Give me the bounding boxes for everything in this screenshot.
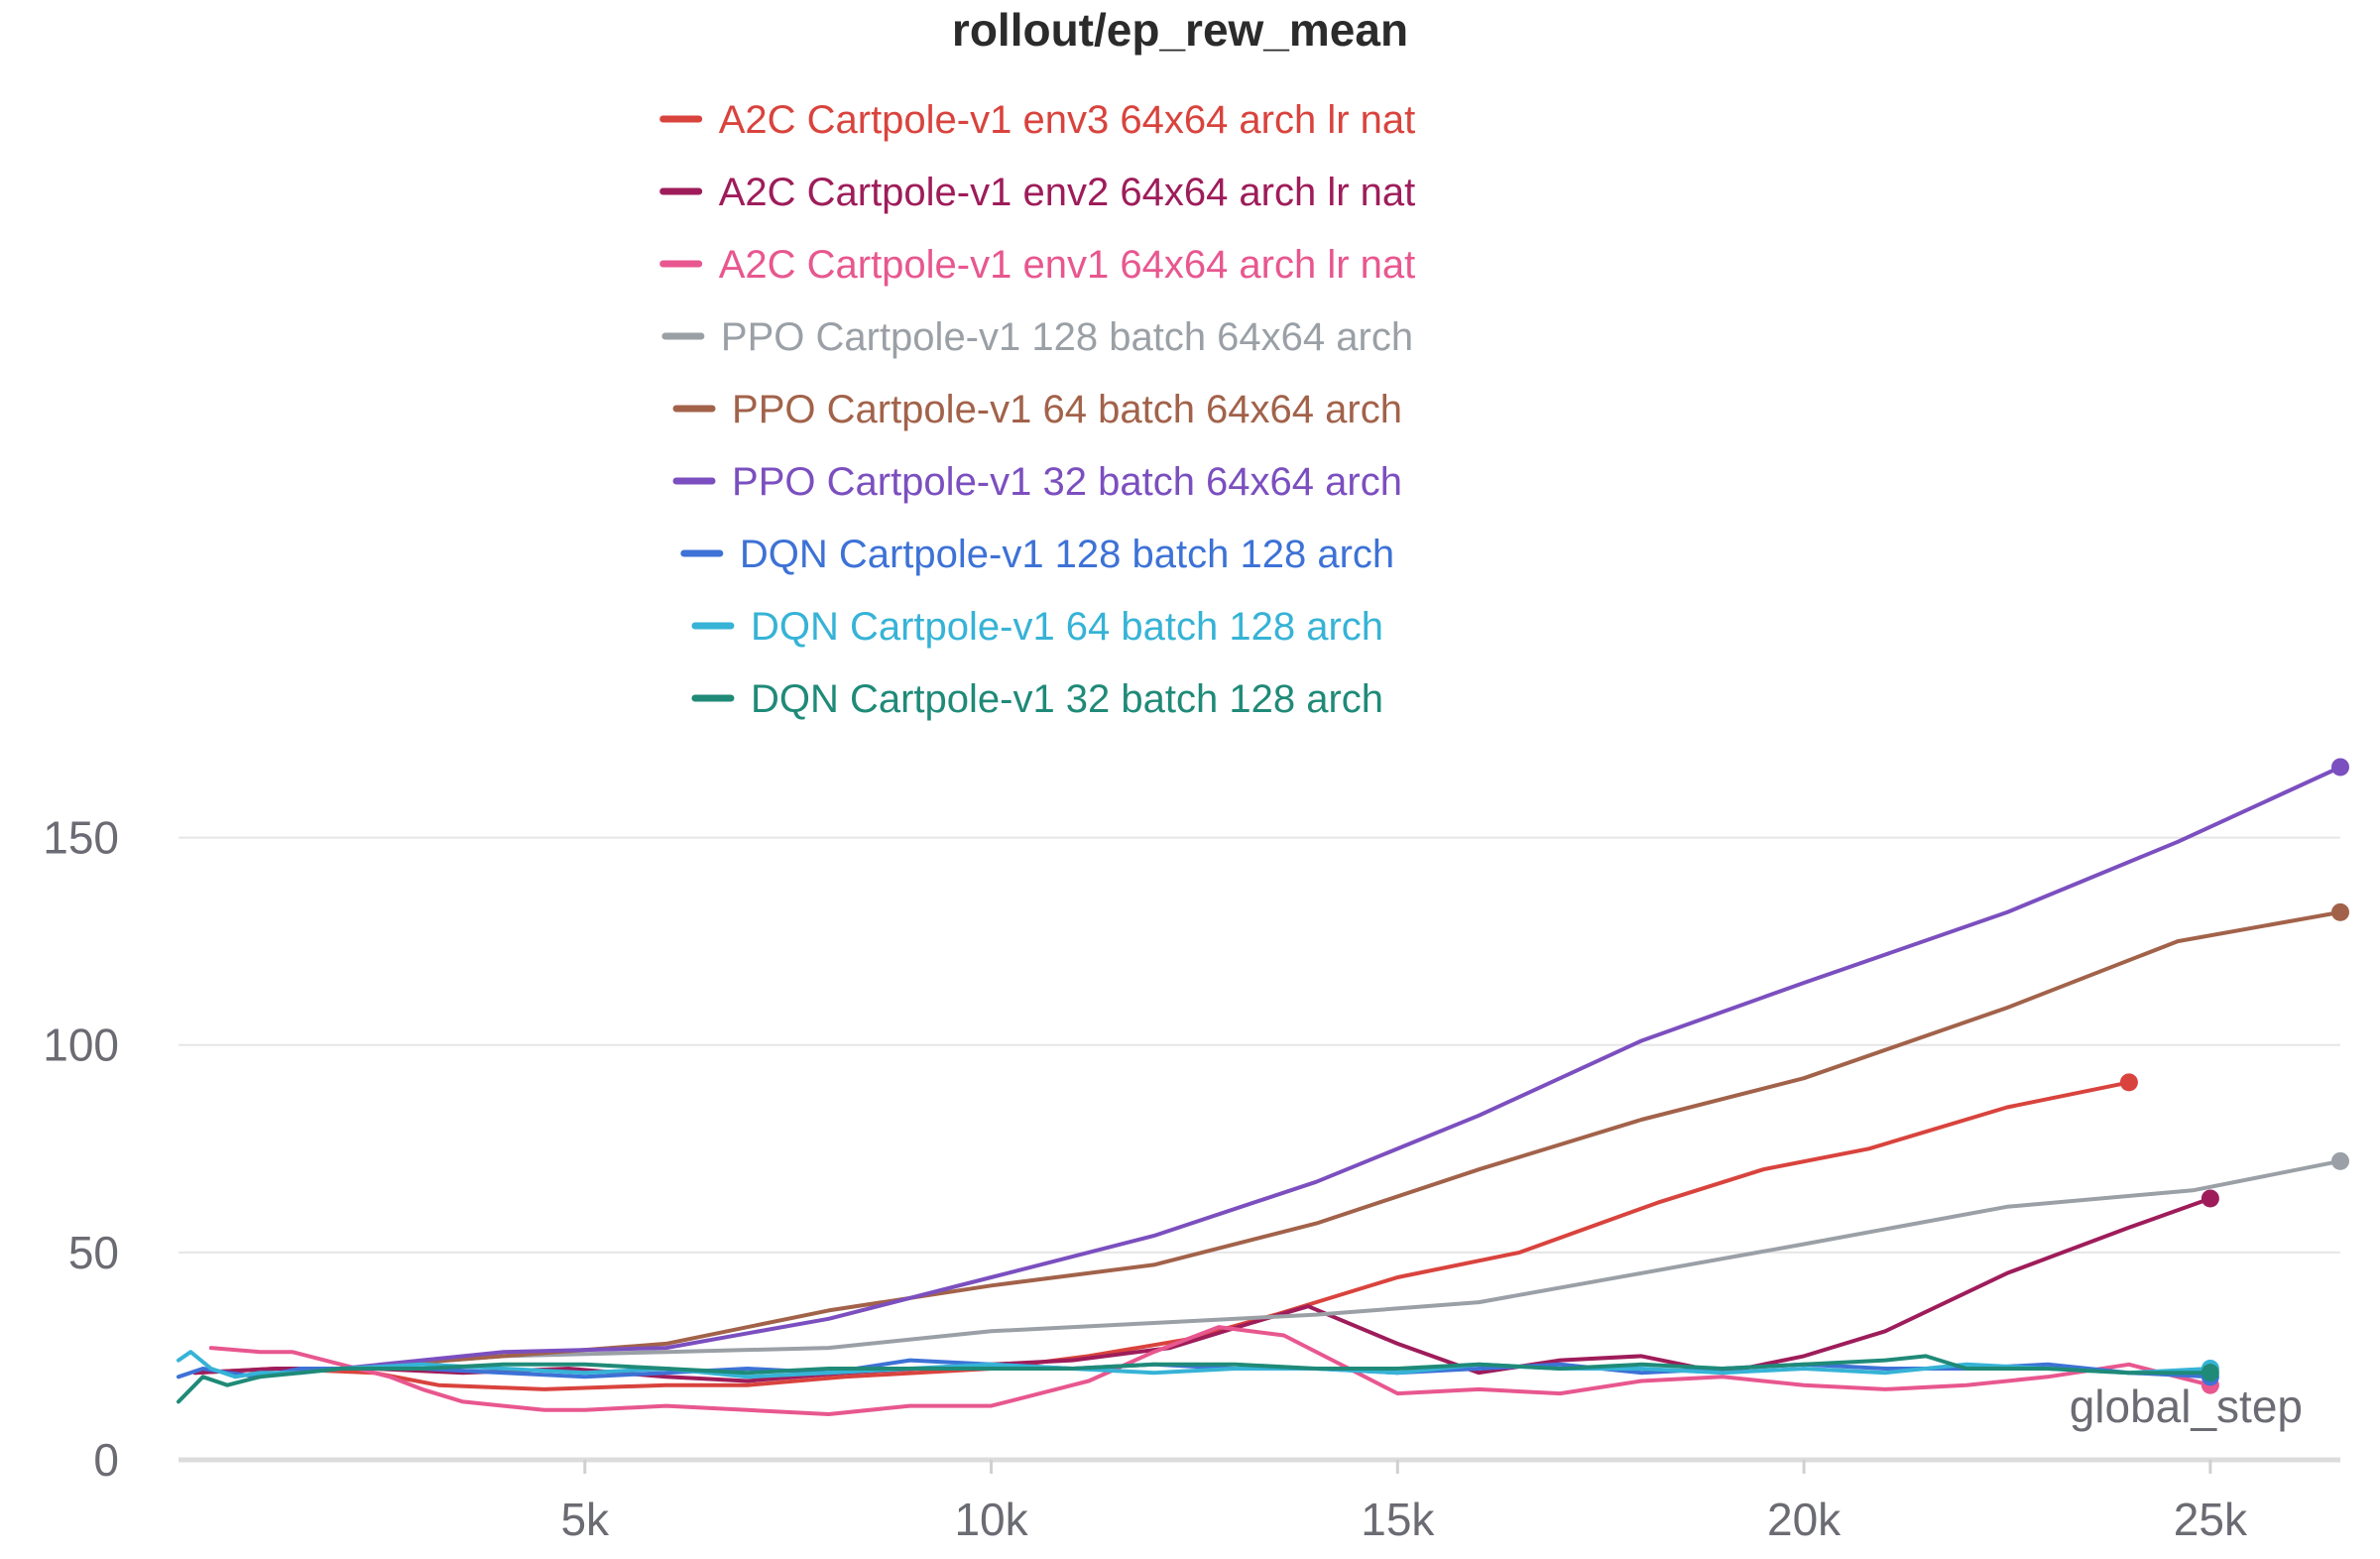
x-axis-label: global_step	[2070, 1380, 2303, 1432]
legend-label: DQN Cartpole-v1 128 batch 128 arch	[740, 533, 1394, 576]
x-tick-label: 5k	[560, 1494, 610, 1545]
series-group	[177, 758, 2349, 1416]
series-end-point	[2331, 758, 2349, 777]
series-end-point	[2201, 1364, 2219, 1382]
x-tick-label: 25k	[2174, 1494, 2248, 1545]
series-end-point	[2331, 1151, 2349, 1170]
series-end-point	[2331, 902, 2349, 921]
grid	[178, 836, 2340, 1254]
series-line	[338, 909, 2342, 1371]
legend-label: PPO Cartpole-v1 128 batch 64x64 arch	[721, 315, 1413, 359]
legend-label: A2C Cartpole-v1 env2 64x64 arch lr nat	[719, 171, 1416, 214]
x-tick-label: 20k	[1767, 1494, 1842, 1545]
y-tick-label: 50	[68, 1227, 119, 1278]
series-line	[177, 1354, 2212, 1404]
legend-label: DQN Cartpole-v1 32 batch 128 arch	[751, 677, 1383, 721]
legend-label: DQN Cartpole-v1 64 batch 128 arch	[751, 605, 1383, 649]
legend: A2C Cartpole-v1 env3 64x64 arch lr nat A2…	[659, 98, 1416, 721]
chart-title: rollout/ep_rew_mean	[952, 4, 1408, 56]
x-axis: 5k 10k 15k 20k 25k	[178, 1457, 2340, 1545]
y-axis: 0 50 100 150	[43, 812, 119, 1486]
legend-label: A2C Cartpole-v1 env1 64x64 arch lr nat	[719, 243, 1416, 287]
series-end-point	[2201, 1189, 2219, 1208]
series-line	[338, 765, 2342, 1371]
legend-item: A2C Cartpole-v1 env2 64x64 arch lr nat	[659, 171, 1416, 214]
y-tick-label: 0	[93, 1434, 119, 1486]
legend-label: PPO Cartpole-v1 64 batch 64x64 arch	[732, 388, 1402, 431]
legend-item: DQN Cartpole-v1 128 batch 128 arch	[680, 533, 1394, 576]
series-end-point	[2119, 1073, 2138, 1092]
legend-item: PPO Cartpole-v1 128 batch 64x64 arch	[661, 315, 1413, 359]
legend-item: PPO Cartpole-v1 64 batch 64x64 arch	[672, 388, 1402, 431]
x-tick-label: 10k	[954, 1494, 1028, 1545]
legend-item: A2C Cartpole-v1 env3 64x64 arch lr nat	[659, 98, 1416, 142]
legend-item: A2C Cartpole-v1 env1 64x64 arch lr nat	[659, 243, 1416, 287]
legend-label: A2C Cartpole-v1 env3 64x64 arch lr nat	[719, 98, 1416, 142]
y-tick-label: 150	[43, 812, 119, 864]
y-tick-label: 100	[43, 1019, 119, 1071]
series-line	[192, 1080, 2131, 1391]
legend-label: PPO Cartpole-v1 32 batch 64x64 arch	[732, 460, 1402, 504]
x-tick-label: 15k	[1361, 1494, 1435, 1545]
legend-item: DQN Cartpole-v1 32 batch 128 arch	[691, 677, 1383, 721]
series-line	[338, 1158, 2342, 1371]
legend-item: DQN Cartpole-v1 64 batch 128 arch	[691, 605, 1383, 649]
legend-item: PPO Cartpole-v1 32 batch 64x64 arch	[672, 460, 1402, 504]
